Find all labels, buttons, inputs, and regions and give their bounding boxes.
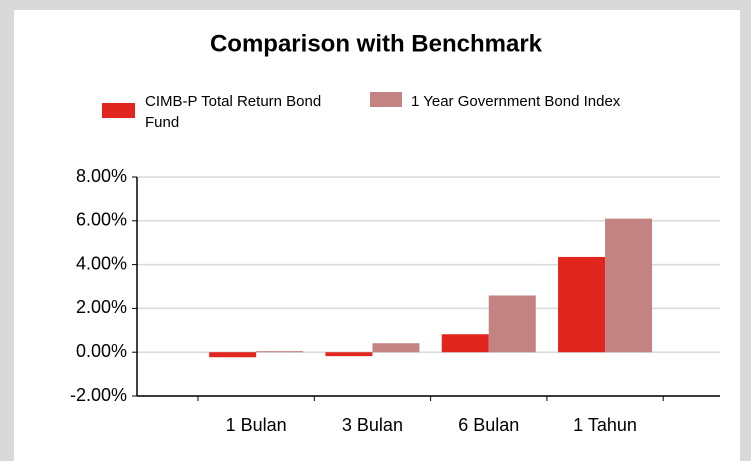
bar xyxy=(488,295,536,353)
y-tick-label: 0.00% xyxy=(76,341,127,361)
bar xyxy=(325,352,373,357)
bar xyxy=(558,256,606,353)
bar xyxy=(605,218,653,353)
bar xyxy=(209,352,257,358)
bar xyxy=(256,351,304,353)
legend-label: CIMB-P Total Return Bond Fund xyxy=(145,93,322,131)
bar xyxy=(372,343,420,353)
y-tick-label: -2.00% xyxy=(70,385,127,405)
legend-label: 1 Year Government Bond Index xyxy=(411,93,621,110)
chart-title: Comparison with Benchmark xyxy=(210,30,543,57)
x-tick-label: 6 Bulan xyxy=(458,415,519,435)
x-tick-label: 3 Bulan xyxy=(342,415,403,435)
y-tick-label: 4.00% xyxy=(76,253,127,273)
y-tick-label: 8.00% xyxy=(76,166,127,186)
bar xyxy=(441,334,489,353)
y-tick-label: 2.00% xyxy=(76,297,127,317)
y-tick-label: 6.00% xyxy=(76,210,127,230)
legend-swatch xyxy=(370,92,402,107)
x-tick-label: 1 Tahun xyxy=(573,415,637,435)
legend-swatch xyxy=(102,103,135,118)
x-tick-label: 1 Bulan xyxy=(226,415,287,435)
